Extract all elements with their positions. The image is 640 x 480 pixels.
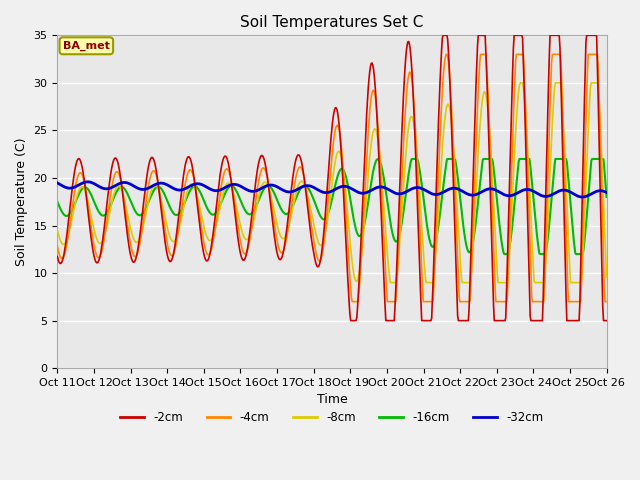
Y-axis label: Soil Temperature (C): Soil Temperature (C): [15, 137, 28, 266]
-16cm: [408, 156, 415, 162]
-32cm: [205, 186, 213, 192]
-8cm: [415, 188, 423, 193]
Legend: -2cm, -4cm, -8cm, -16cm, -32cm: -2cm, -4cm, -8cm, -16cm, -32cm: [116, 407, 548, 429]
-8cm: [63, 236, 71, 241]
-16cm: [120, 185, 128, 191]
-2cm: [439, 33, 447, 38]
-32cm: [415, 185, 423, 191]
-16cm: [63, 213, 71, 219]
Line: -2cm: -2cm: [58, 36, 607, 321]
-2cm: [54, 254, 61, 260]
-16cm: [176, 210, 184, 216]
-8cm: [516, 80, 524, 86]
-4cm: [415, 216, 423, 221]
X-axis label: Time: Time: [317, 394, 348, 407]
-4cm: [63, 239, 71, 245]
Line: -8cm: -8cm: [58, 83, 607, 283]
-32cm: [579, 194, 586, 200]
Line: -16cm: -16cm: [58, 159, 607, 254]
-8cm: [176, 224, 184, 229]
-4cm: [54, 243, 61, 249]
Line: -32cm: -32cm: [58, 182, 607, 197]
-8cm: [54, 228, 61, 233]
-16cm: [500, 251, 508, 257]
-2cm: [205, 256, 212, 262]
-2cm: [63, 228, 71, 234]
-4cm: [603, 299, 611, 304]
-2cm: [120, 201, 128, 207]
-2cm: [347, 318, 355, 324]
-16cm: [399, 215, 406, 220]
-32cm: [399, 190, 407, 196]
-32cm: [63, 185, 71, 191]
-4cm: [176, 220, 184, 226]
Text: BA_met: BA_met: [63, 41, 110, 51]
-2cm: [415, 260, 423, 266]
-16cm: [205, 208, 212, 214]
-32cm: [603, 190, 611, 195]
-2cm: [603, 318, 611, 324]
-16cm: [603, 194, 611, 200]
-16cm: [54, 199, 61, 204]
-32cm: [54, 180, 61, 186]
-8cm: [120, 194, 128, 200]
-4cm: [205, 252, 212, 258]
-16cm: [415, 166, 423, 172]
-32cm: [177, 187, 184, 193]
-2cm: [176, 205, 184, 211]
-4cm: [120, 196, 128, 202]
-8cm: [205, 237, 212, 243]
-4cm: [399, 144, 407, 150]
-32cm: [84, 179, 92, 185]
-8cm: [387, 280, 394, 286]
-8cm: [399, 186, 407, 192]
-8cm: [603, 275, 611, 280]
-4cm: [348, 299, 356, 304]
Title: Soil Temperatures Set C: Soil Temperatures Set C: [240, 15, 424, 30]
-32cm: [121, 180, 129, 185]
-2cm: [399, 94, 407, 100]
Line: -4cm: -4cm: [58, 54, 607, 301]
-4cm: [442, 51, 450, 57]
